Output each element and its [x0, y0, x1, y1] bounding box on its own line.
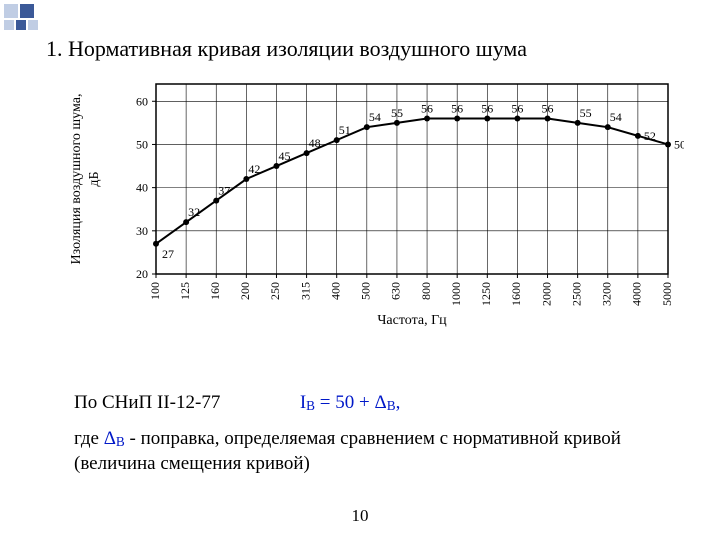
svg-text:51: 51: [339, 123, 351, 137]
svg-text:56: 56: [481, 102, 493, 116]
svg-text:315: 315: [298, 282, 312, 300]
svg-text:1600: 1600: [509, 282, 523, 306]
svg-text:20: 20: [136, 267, 148, 281]
svg-text:100: 100: [148, 282, 162, 300]
svg-text:27: 27: [162, 247, 174, 261]
isolation-curve-chart: 20 30 40 50 60 100 125 160 200 250 315 400 500 630 800…: [36, 76, 684, 334]
svg-text:3200: 3200: [600, 282, 614, 306]
svg-text:42: 42: [248, 162, 260, 176]
svg-text:4000: 4000: [630, 282, 644, 306]
svg-text:56: 56: [451, 102, 463, 116]
svg-text:Изоляция воздушного шума,: Изоляция воздушного шума,: [69, 94, 84, 265]
svg-text:60: 60: [136, 94, 148, 108]
svg-text:52: 52: [644, 129, 656, 143]
svg-text:32: 32: [188, 205, 200, 219]
svg-text:800: 800: [419, 282, 433, 300]
slide-title: 1. Нормативная кривая изоляции воздушног…: [46, 36, 527, 62]
svg-text:160: 160: [208, 282, 222, 300]
svg-text:48: 48: [309, 136, 321, 150]
svg-text:45: 45: [278, 149, 290, 163]
svg-text:37: 37: [218, 184, 230, 198]
svg-text:54: 54: [610, 110, 622, 124]
explanation-text: По СНиП II-12-77 IВ = 50 + ΔВ, где ΔВ - …: [74, 390, 664, 487]
svg-text:1000: 1000: [449, 282, 463, 306]
svg-text:125: 125: [178, 282, 192, 300]
page-number: 10: [0, 506, 720, 526]
svg-text:56: 56: [421, 102, 433, 116]
svg-text:630: 630: [389, 282, 403, 300]
svg-text:40: 40: [136, 181, 148, 195]
svg-text:Частота, Гц: Частота, Гц: [377, 313, 447, 328]
svg-text:500: 500: [359, 282, 373, 300]
svg-text:2500: 2500: [569, 282, 583, 306]
svg-text:50: 50: [136, 137, 148, 151]
svg-text:1250: 1250: [479, 282, 493, 306]
svg-text:55: 55: [580, 106, 592, 120]
snip-ref: По СНиП II-12-77: [74, 392, 220, 413]
svg-text:50: 50: [674, 137, 684, 151]
svg-text:30: 30: [136, 224, 148, 238]
formula: IВ = 50 + ΔВ,: [300, 392, 400, 413]
svg-text:200: 200: [238, 282, 252, 300]
svg-text:56: 56: [511, 102, 523, 116]
svg-text:2000: 2000: [539, 282, 553, 306]
svg-text:54: 54: [369, 110, 381, 124]
svg-text:400: 400: [328, 282, 342, 300]
svg-text:56: 56: [542, 102, 554, 116]
svg-text:5000: 5000: [660, 282, 674, 306]
svg-text:250: 250: [268, 282, 282, 300]
svg-text:55: 55: [391, 106, 403, 120]
svg-text:дБ: дБ: [87, 171, 102, 186]
